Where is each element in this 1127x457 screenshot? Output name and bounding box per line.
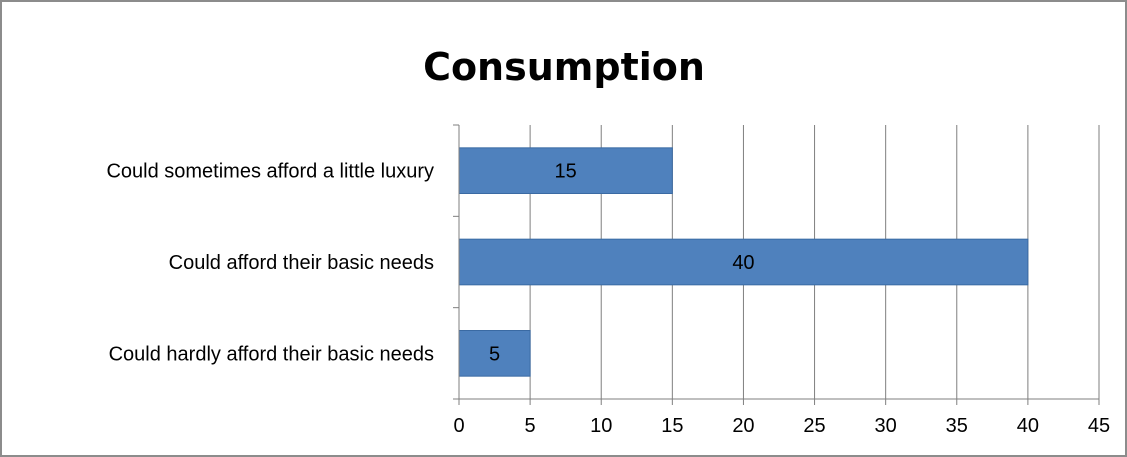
labels: 0 5 10 15 20 25 30 35 40 45 15 Could sometimes affo… — [106, 161, 1110, 437]
x-tick-label: 40 — [1017, 415, 1039, 437]
x-tick-label: 15 — [661, 415, 683, 437]
data-label: 40 — [732, 252, 754, 274]
bar — [458, 330, 531, 377]
bars — [458, 147, 1029, 377]
chart-title: Consumption — [423, 45, 705, 89]
bar — [458, 147, 673, 194]
category-label: Could afford their basic needs — [169, 252, 434, 274]
x-tick-label: 0 — [453, 415, 464, 437]
data-label: 15 — [555, 161, 577, 183]
x-tick-label: 45 — [1088, 415, 1110, 437]
x-tick-label: 35 — [946, 415, 968, 437]
x-tick-label: 25 — [803, 415, 825, 437]
x-tick-label: 10 — [590, 415, 612, 437]
x-tick-label: 30 — [875, 415, 897, 437]
x-tick-label: 5 — [525, 415, 536, 437]
data-label: 5 — [489, 343, 500, 365]
bar — [458, 238, 1029, 286]
category-label: Could hardly afford their basic needs — [109, 343, 434, 365]
category-label: Could sometimes afford a little luxury — [106, 161, 434, 183]
axes — [453, 124, 1100, 405]
x-tick-label: 20 — [732, 415, 754, 437]
